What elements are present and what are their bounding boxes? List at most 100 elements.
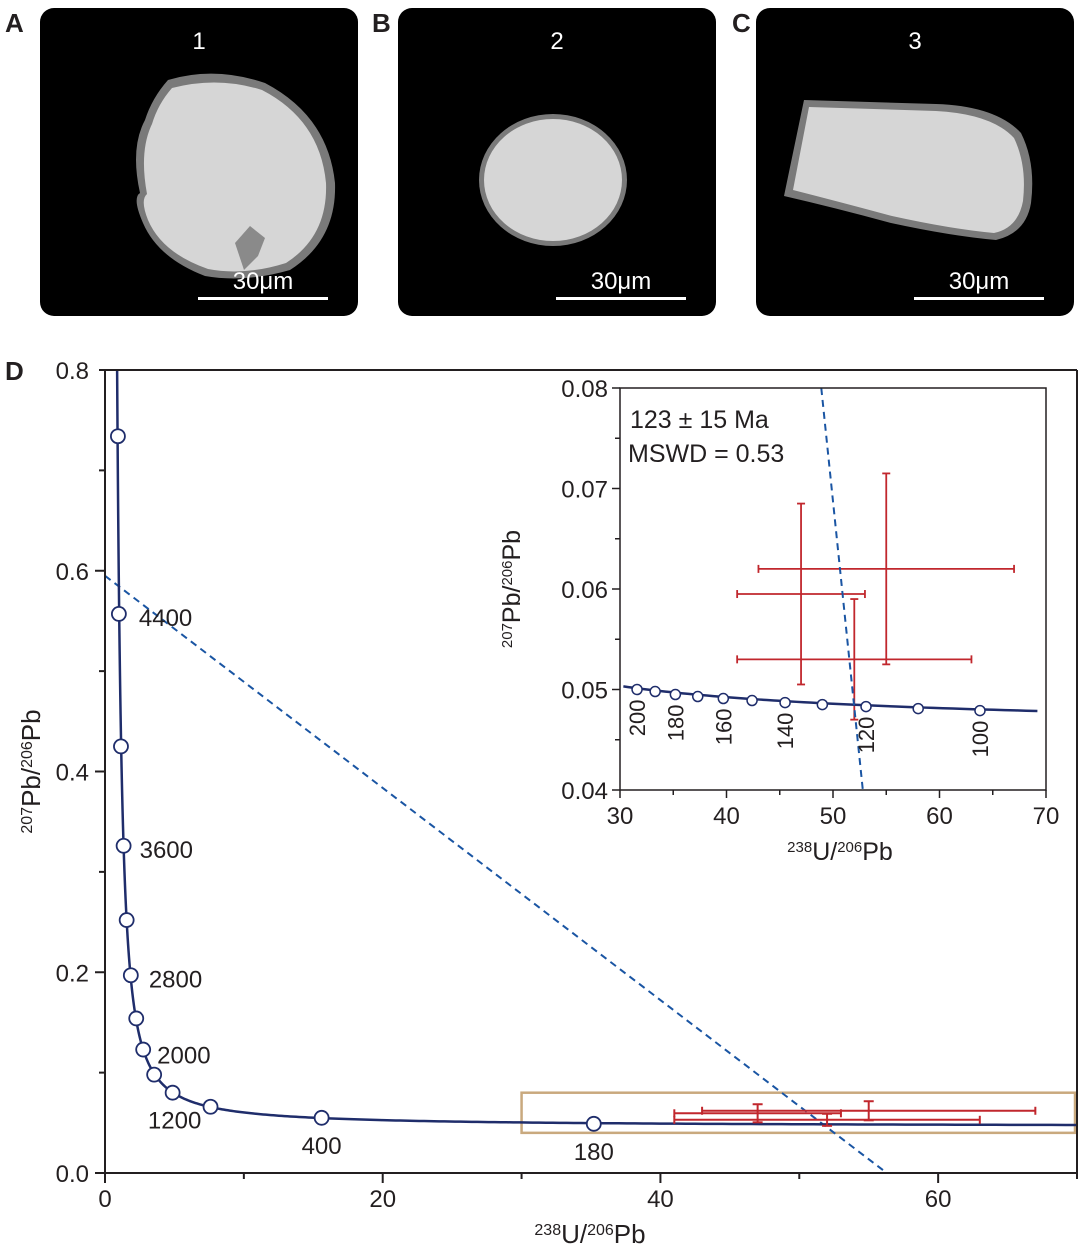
- y-tick-label: 0.4: [56, 760, 89, 787]
- axis-label-part: 206: [19, 741, 36, 768]
- axis-label-part: Pb/: [498, 585, 526, 623]
- micrograph-number: 3: [908, 28, 922, 55]
- inset-concordia-marker-130: [816, 698, 829, 711]
- inset-concordia-marker-140: [779, 696, 791, 709]
- data-point-3: [673, 1112, 981, 1127]
- micrograph-number: 2: [550, 28, 564, 55]
- axis-label-part: 206: [587, 1222, 614, 1239]
- inset-concordia-marker-120: [860, 700, 872, 713]
- micrograph-3: 3 30μm: [756, 8, 1074, 316]
- inset-concordia-marker-160: [717, 692, 730, 705]
- concordia-marker-4000: [113, 738, 129, 755]
- panel-letter-b: B: [372, 8, 391, 38]
- inset-x-tick-label: 70: [1033, 803, 1060, 830]
- inset-x-tick-label: 40: [713, 803, 740, 830]
- inset-age-label-180: 180: [663, 705, 688, 742]
- scale-bar: [914, 297, 1044, 300]
- age-label-1200: 1200: [148, 1108, 201, 1135]
- inset-x-axis-label: 238U/206Pb: [787, 838, 893, 866]
- micrograph-number: 1: [192, 28, 206, 55]
- inset-concordia-marker-180: [669, 688, 682, 701]
- inset-concordia-marker-200: [631, 683, 643, 696]
- grain-2-image: [479, 114, 627, 246]
- inset-age-label-120: 120: [854, 717, 879, 754]
- grain-3-core: [793, 107, 1024, 233]
- concordia-curve: [115, 370, 1077, 1127]
- inset-data-point-1: [736, 502, 866, 686]
- inset-y-tick-label: 0.07: [561, 477, 608, 504]
- inset-data-point-2: [757, 472, 1015, 666]
- axis-label-part: Pb/: [16, 767, 46, 807]
- grain-3-image: [784, 100, 1033, 240]
- age-label-2800: 2800: [149, 966, 202, 993]
- inset-concordia-marker-190: [649, 685, 661, 698]
- inset-plot: 200 180 160 140 120 100 0.04 0.05 0.06 0.07 0.08 30…: [498, 376, 1059, 866]
- age-label-180: 180: [574, 1139, 614, 1166]
- axis-label-part: 206: [499, 561, 516, 586]
- inset-concordia-marker-150: [746, 694, 758, 707]
- inset-age-label-100: 100: [968, 721, 993, 758]
- scale-bar-label: 30μm: [590, 268, 652, 295]
- inset-y-axis-label: 207Pb/206Pb: [498, 530, 526, 648]
- inset-discordia-line: [820, 388, 864, 790]
- inset-y-tick-label: 0.04: [561, 778, 608, 805]
- concordia-marker-2000: [135, 1041, 152, 1058]
- concordia-marker-180: [585, 1115, 602, 1132]
- panel-letter-c: C: [732, 8, 751, 38]
- axis-label-part: Pb: [862, 838, 893, 866]
- axis-label-part: Pb: [614, 1219, 646, 1249]
- inset-concordia-marker-110: [912, 702, 924, 715]
- discordia-line: [105, 574, 888, 1173]
- grain-2-core: [484, 119, 622, 241]
- x-tick-label: 20: [369, 1186, 396, 1213]
- inset-background: [620, 388, 1046, 790]
- concordia-marker-3200: [118, 912, 135, 928]
- y-tick-label: 0.0: [56, 1161, 89, 1188]
- inset-concordia-marker-100: [974, 704, 986, 717]
- concordia-marker-2800: [122, 967, 139, 984]
- inset-y-tick-label: 0.05: [561, 678, 608, 705]
- inset-y-tick-label: 0.06: [561, 577, 608, 604]
- concordia-marker-400: [313, 1109, 330, 1126]
- y-tick-label: 0.8: [56, 358, 89, 385]
- concordia-marker-1600: [146, 1066, 163, 1083]
- concordia-marker-3600: [115, 837, 132, 854]
- concordia-marker-1200: [164, 1084, 181, 1101]
- scale-bar-label: 30μm: [232, 268, 294, 295]
- inset-x-tick-label: 50: [820, 803, 847, 830]
- scale-bar: [198, 297, 328, 300]
- axis-label-part: Pb: [16, 709, 46, 741]
- grain-1-core: [143, 82, 327, 272]
- axis-label-part: 238: [787, 839, 812, 856]
- concordia-marker-4400: [110, 606, 127, 622]
- y-tick-label: 0.2: [56, 960, 89, 987]
- scale-bar: [556, 297, 686, 300]
- age-label-4400: 4400: [139, 605, 192, 632]
- x-tick-label: 0: [98, 1186, 111, 1213]
- axis-label-part: Pb: [498, 530, 526, 561]
- inset-age-label-140: 140: [773, 713, 798, 750]
- inset-age-label-200: 200: [625, 700, 650, 737]
- y-axis-label: 207Pb/206Pb: [16, 709, 46, 833]
- x-axis-label: 238U/206Pb: [534, 1219, 645, 1249]
- x-tick-label: 60: [925, 1186, 952, 1213]
- micrograph-1: 1 30μm: [40, 8, 358, 316]
- age-annotation: 123 ± 15 Ma: [630, 406, 769, 434]
- inset-x-tick-label: 30: [607, 803, 634, 830]
- axis-label-part: 207: [19, 807, 36, 834]
- axis-label-part: U/: [812, 838, 837, 866]
- concordia-marker-2400: [128, 1010, 145, 1027]
- data-point-2: [701, 1100, 1037, 1122]
- grain-1-crack: [235, 226, 265, 270]
- inset-age-label-160: 160: [711, 709, 736, 746]
- age-label-3600: 3600: [140, 837, 193, 864]
- concordia-marker-800: [202, 1098, 219, 1115]
- axis-label-part: U/: [561, 1219, 588, 1249]
- concordia-marker-4600: [110, 428, 126, 445]
- inset-y-tick-label: 0.08: [561, 376, 608, 403]
- x-tick-label: 40: [647, 1186, 674, 1213]
- axis-label-part: 207: [499, 623, 516, 648]
- panel-letter-a: A: [5, 8, 24, 38]
